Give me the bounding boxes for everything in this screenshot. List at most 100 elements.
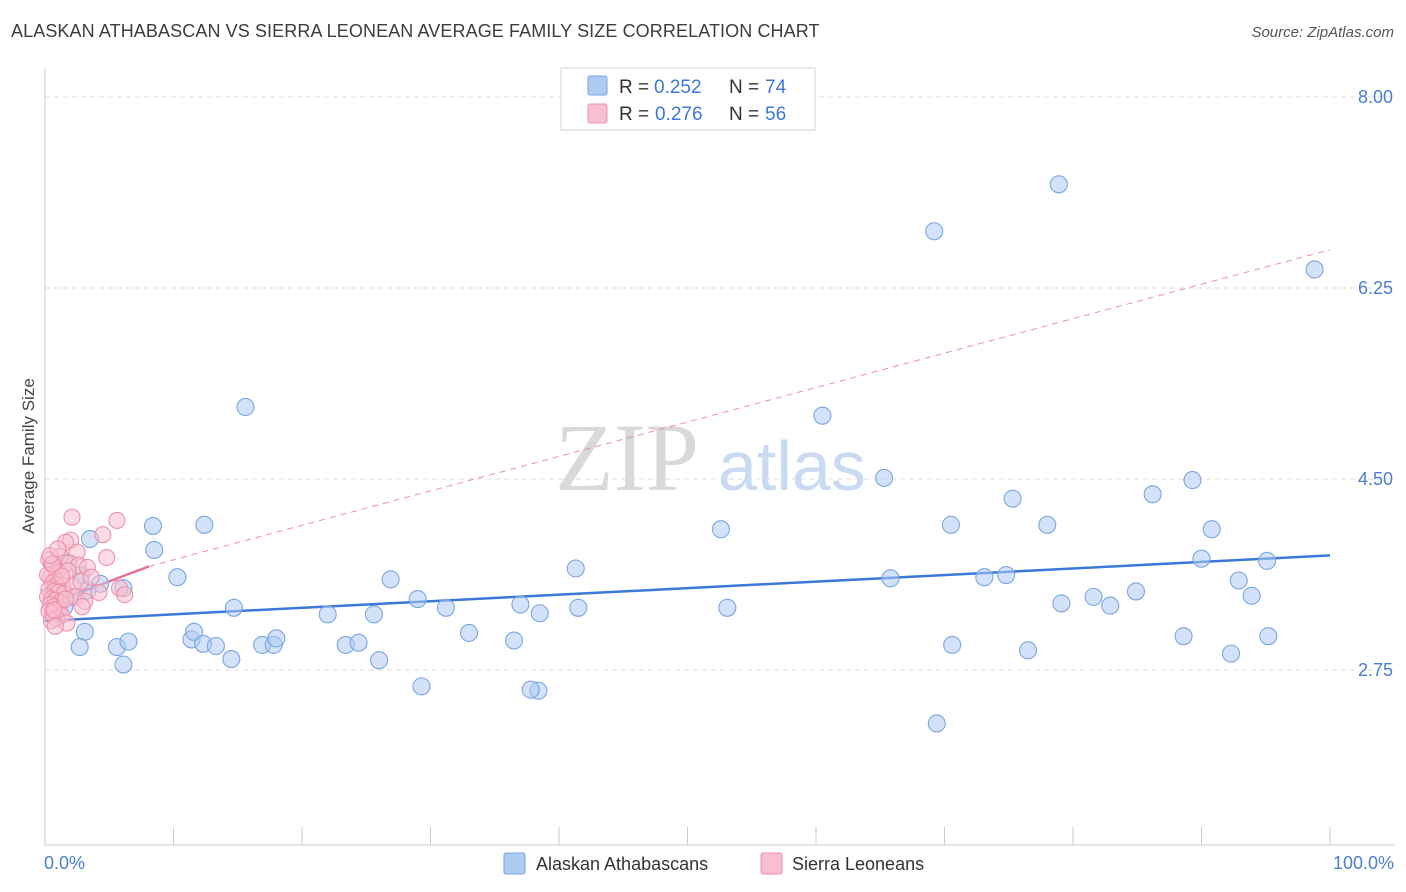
y-tick-label: 2.75 [1358, 660, 1393, 680]
y-tick-label: 8.00 [1358, 87, 1393, 107]
watermark-atlas: atlas [718, 427, 866, 505]
grid-lines [45, 96, 1395, 671]
athabascan-point [521, 680, 540, 699]
legend-r-value-athabascan: 0.252 [654, 77, 702, 98]
athabascan-point [1192, 549, 1211, 568]
athabascan-point [1305, 260, 1324, 279]
legend-n-value-sierra-leonean: 56 [765, 104, 786, 125]
athabascan-point [927, 714, 946, 733]
athabascan-point [168, 568, 187, 587]
athabascan-point [1084, 587, 1103, 606]
legend-n-value-athabascan: 74 [765, 77, 787, 98]
bottom-legend-swatch-sierra-leonean [760, 852, 783, 875]
athabascan-point [1229, 571, 1248, 590]
athabascan-point [206, 636, 225, 656]
sierra-leonean-point [57, 590, 75, 608]
athabascan-point [145, 540, 164, 559]
athabascan-point [185, 622, 204, 641]
athabascan-point [412, 677, 431, 696]
athabascan-point [530, 604, 549, 623]
athabascan-point [195, 515, 214, 534]
x-ticks [173, 827, 1331, 845]
athabascan-point [408, 590, 427, 609]
athabascan-point [114, 655, 133, 674]
watermark-zip: ZIP [555, 404, 699, 511]
legend-swatch-athabascan [587, 75, 608, 96]
athabascan-point [1183, 471, 1202, 490]
athabascan-point [1003, 489, 1022, 508]
athabascan-point [504, 631, 524, 650]
athabascan-point [1202, 520, 1221, 539]
athabascan-point [1257, 551, 1277, 570]
athabascan-point [459, 623, 479, 642]
sierra-leonean-point [53, 567, 71, 585]
athabascan-point [569, 598, 588, 617]
legend-r-label-athabascan: R = [619, 77, 649, 98]
athabascan-point [349, 633, 368, 652]
chart-title: ALASKAN ATHABASCAN VS SIERRA LEONEAN AVE… [11, 21, 820, 41]
athabascan-point [75, 622, 94, 641]
athabascan-point [1101, 596, 1120, 615]
athabascan-point [875, 468, 894, 487]
x-tick-label-min: 0.0% [44, 853, 85, 873]
athabascan-point [566, 559, 585, 578]
athabascan-point [1259, 627, 1278, 646]
athabascan-point [143, 516, 162, 535]
athabascan-point [381, 570, 400, 589]
legend-n-label-sierra-leonean: N = [729, 104, 759, 125]
legend-swatch-sierra-leonean [587, 103, 608, 124]
athabascan-point [1143, 485, 1162, 504]
y-tick-label: 6.25 [1358, 278, 1393, 298]
bottom-legend-swatch-athabascan [503, 852, 526, 875]
sierra-leonean-point [116, 586, 134, 604]
axes [44, 68, 1395, 846]
sierra-leonean-point [90, 583, 108, 602]
x-tick-label-max: 100.0% [1333, 853, 1394, 873]
sierra-leonean-point [63, 508, 81, 526]
data-points [39, 175, 1324, 733]
athabascan-point [1126, 582, 1146, 601]
athabascan-point [1018, 641, 1038, 660]
sierra-leonean-point [98, 549, 116, 567]
legend-r-value-sierra-leonean: 0.276 [655, 104, 703, 125]
athabascan-point [1242, 586, 1261, 605]
athabascan-point [364, 605, 384, 624]
legend: R = 0.252 N = 74 R = 0.276 N = 56 [560, 67, 816, 131]
athabascan-point [119, 632, 138, 651]
athabascan-point [1049, 175, 1068, 194]
athabascan-point [267, 629, 286, 648]
y-tick-labels: 8.00 6.25 4.50 2.75 [1358, 87, 1393, 680]
athabascan-point [711, 520, 730, 539]
athabascan-point [881, 569, 900, 588]
sierra-leonean-point [45, 601, 63, 619]
athabascan-point [222, 650, 241, 669]
trend-line [148, 249, 1331, 567]
bottom-legend-label-athabascan: Alaskan Athabascans [536, 854, 708, 874]
athabascan-point [318, 605, 337, 624]
sierra-leonean-point [73, 598, 91, 616]
athabascan-point [436, 598, 455, 617]
athabascan-point [70, 638, 89, 657]
source-label: Source: ZipAtlas.com [1251, 24, 1394, 41]
athabascan-point [813, 406, 832, 425]
athabascan-point [1038, 515, 1057, 534]
legend-r-label-sierra-leonean: R = [619, 104, 649, 125]
athabascan-point [1052, 594, 1071, 613]
athabascan-point [925, 222, 944, 241]
sierra-leonean-point [94, 526, 112, 544]
athabascan-point [236, 397, 255, 417]
athabascan-point [975, 568, 994, 587]
legend-n-label-athabascan: N = [729, 77, 759, 98]
athabascan-point [1222, 644, 1241, 663]
athabascan-point [941, 515, 960, 534]
sierra-leonean-point [108, 511, 126, 530]
sierra-leonean-point [82, 568, 100, 586]
athabascan-point [370, 651, 389, 670]
trend-line [44, 554, 1331, 623]
bottom-legend-label-sierra-leonean: Sierra Leoneans [792, 854, 924, 874]
athabascan-point [224, 598, 243, 617]
y-axis-label: Average Family Size [19, 378, 38, 534]
sierra-leonean-point [46, 617, 64, 635]
athabascan-point [1174, 627, 1193, 646]
